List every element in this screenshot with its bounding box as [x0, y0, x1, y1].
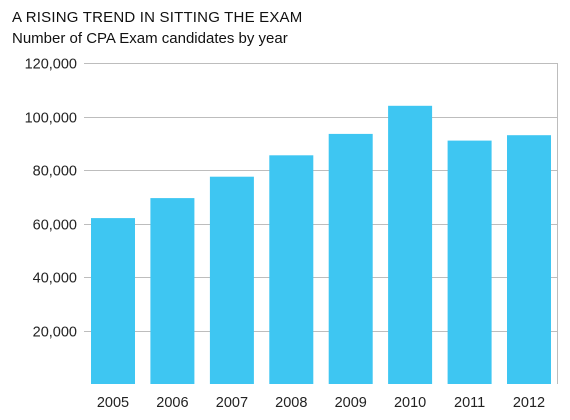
chart-title: A RISING TREND IN SITTING THE EXAM — [12, 9, 303, 26]
bar-2012 — [507, 135, 551, 384]
bars — [91, 105, 551, 385]
y-tick-label: 80,000 — [33, 164, 77, 180]
bar-2007 — [209, 176, 254, 384]
y-tick-label: 20,000 — [33, 325, 77, 341]
y-axis-tick-labels: 20,000 40,000 60,000 80,000 100,000 120,000 — [25, 57, 77, 341]
x-tick-label: 2006 — [156, 395, 188, 411]
x-tick-label: 2005 — [97, 395, 129, 411]
x-tick-label: 2008 — [275, 395, 307, 411]
chart-subtitle: Number of CPA Exam candidates by year — [12, 30, 288, 47]
x-tick-label: 2011 — [454, 395, 485, 411]
bar-2010 — [388, 105, 433, 385]
x-tick-label: 2010 — [394, 395, 426, 411]
y-tick-label: 60,000 — [33, 218, 77, 234]
bar-2005 — [91, 218, 135, 384]
bar-2009 — [328, 133, 373, 384]
bar-2006 — [150, 198, 195, 384]
x-axis-tick-labels: 2005 2006 2007 2008 2009 2010 2011 2012 — [97, 395, 545, 411]
bar-2008 — [269, 155, 314, 384]
x-tick-label: 2007 — [216, 395, 248, 411]
x-tick-label: 2012 — [513, 395, 545, 411]
x-tick-label: 2009 — [335, 395, 367, 411]
y-tick-label: 40,000 — [33, 271, 77, 287]
y-tick-label: 100,000 — [25, 111, 77, 127]
y-tick-label: 120,000 — [25, 57, 77, 73]
bar-2011 — [447, 140, 492, 384]
